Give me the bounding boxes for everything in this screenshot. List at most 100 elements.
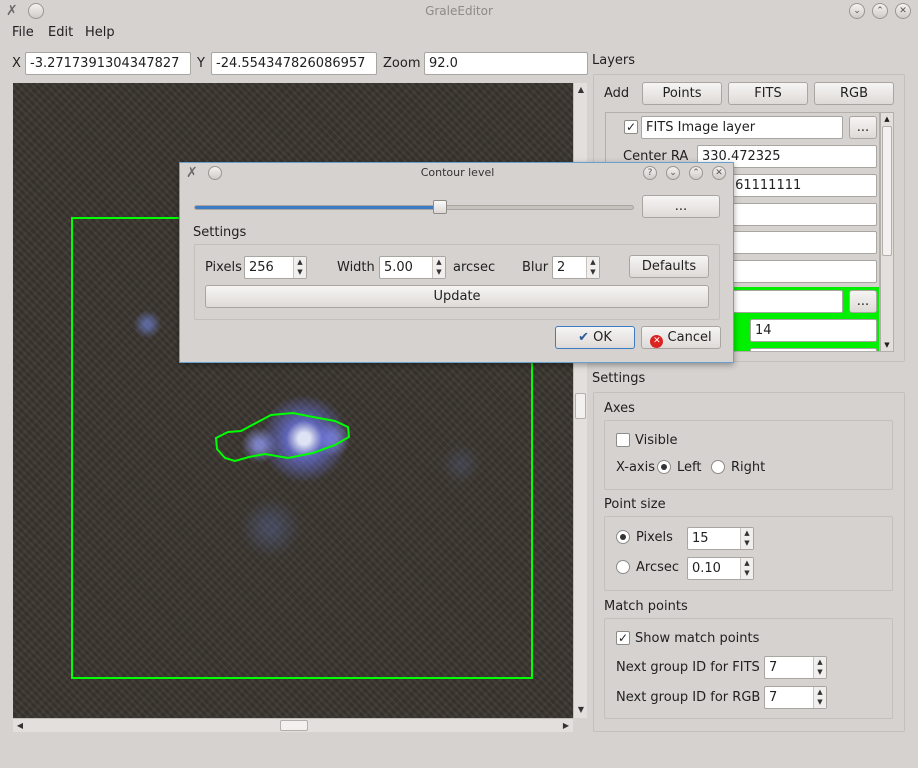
dialog-blur-spinbox[interactable]: 2 ▲ ▼ xyxy=(552,256,600,279)
match-points-title: Match points xyxy=(604,599,688,614)
show-match-points-label: Show match points xyxy=(635,631,760,646)
dialog-ok-label: OK xyxy=(593,330,612,345)
close-button[interactable]: ✕ xyxy=(895,3,911,19)
pointsize-pixels-spinbox[interactable]: 15 ▲ ▼ xyxy=(687,527,754,550)
spin-arrows-icon[interactable]: ▲ ▼ xyxy=(586,257,599,278)
fits-layer-more-button[interactable]: ... xyxy=(849,116,877,139)
settings-panel xyxy=(593,392,905,732)
pointsize-arcsec-radio[interactable] xyxy=(616,560,630,574)
next-fits-id-label: Next group ID for FITS xyxy=(616,660,760,675)
dialog-help-button[interactable]: ? xyxy=(643,166,657,180)
scroll-down-arrow[interactable]: ▼ xyxy=(577,705,585,714)
add-rgb-button[interactable]: RGB xyxy=(814,82,894,105)
next-rgb-id-spinbox[interactable]: 7 ▲ ▼ xyxy=(764,686,827,709)
dialog-menu-button[interactable] xyxy=(208,166,222,180)
menu-edit[interactable]: Edit xyxy=(48,25,74,40)
pointsize-arcsec-label: Arcsec xyxy=(636,560,680,575)
x-label: X xyxy=(12,56,21,71)
dialog-minimize-button[interactable]: ⌄ xyxy=(666,166,680,180)
xaxis-left-radio[interactable] xyxy=(657,460,671,474)
fits-layer-checkbox[interactable]: ✓ xyxy=(624,120,638,134)
add-label: Add xyxy=(604,86,630,101)
zoom-label: Zoom xyxy=(383,56,421,71)
window-title: GraleEditor xyxy=(425,4,493,18)
pointsize-pixels-value: 15 xyxy=(692,531,709,546)
next-fits-id-spinbox[interactable]: 7 ▲ ▼ xyxy=(764,656,827,679)
spin-arrows-icon[interactable]: ▲ ▼ xyxy=(293,257,306,278)
dialog-pixels-label: Pixels xyxy=(205,260,242,275)
points-layer-more-button[interactable]: ... xyxy=(849,290,877,313)
scroll-right-arrow[interactable]: ▶ xyxy=(562,721,570,730)
menu-file[interactable]: File xyxy=(12,25,34,40)
scroll-left-arrow[interactable]: ◀ xyxy=(16,721,24,730)
spin-arrows-icon[interactable]: ▲ ▼ xyxy=(432,257,445,278)
zoom-input[interactable]: 92.0 xyxy=(424,52,588,75)
xaxis-right-radio[interactable] xyxy=(711,460,725,474)
points-layer-value-2[interactable] xyxy=(750,348,877,351)
dialog-width-value: 5.00 xyxy=(384,260,413,275)
show-match-points-checkbox[interactable]: ✓ xyxy=(616,631,630,645)
dialog-width-spinbox[interactable]: 5.00 ▲ ▼ xyxy=(379,256,446,279)
maximize-button[interactable]: ⌃ xyxy=(872,3,888,19)
dialog-width-unit: arcsec xyxy=(453,260,496,275)
axes-visible-checkbox[interactable] xyxy=(616,433,630,447)
y-input[interactable]: -24.554347826086957 xyxy=(211,52,377,75)
layers-vscroll[interactable]: ▲ ▼ xyxy=(880,112,894,352)
settings-title: Settings xyxy=(592,371,646,386)
scroll-up-arrow[interactable]: ▲ xyxy=(577,85,585,94)
contour-slider-track[interactable] xyxy=(194,205,634,210)
dialog-close-button[interactable]: ✕ xyxy=(712,166,726,180)
spin-arrows-icon[interactable]: ▲ ▼ xyxy=(813,687,826,708)
pointsize-arcsec-value: 0.10 xyxy=(692,561,721,576)
point-size-group xyxy=(604,516,893,591)
y-label: Y xyxy=(197,56,205,71)
add-points-button[interactable]: Points xyxy=(642,82,722,105)
window-menu-button[interactable] xyxy=(28,3,44,19)
cancel-icon: ✕ xyxy=(650,335,664,348)
pointsize-pixels-radio[interactable] xyxy=(616,530,630,544)
axes-visible-label: Visible xyxy=(635,433,678,448)
layers-scroll-handle[interactable] xyxy=(882,126,892,256)
dialog-app-icon: ✗ xyxy=(186,165,198,181)
dialog-ok-button[interactable]: ✔ OK xyxy=(555,326,635,349)
layers-title: Layers xyxy=(592,53,636,68)
layers-list[interactable]: ✓ FITS Image layer ... Center RA 330.472… xyxy=(605,112,880,352)
next-rgb-id-label: Next group ID for RGB xyxy=(616,690,761,705)
dialog-cancel-button[interactable]: ✕ Cancel xyxy=(641,326,721,349)
layers-scroll-up-arrow[interactable]: ▲ xyxy=(884,115,890,123)
xaxis-right-label: Right xyxy=(731,460,766,475)
hscroll-handle[interactable] xyxy=(280,720,308,731)
center-ra-input[interactable]: 330.472325 xyxy=(697,145,877,168)
spin-arrows-icon[interactable]: ▲ ▼ xyxy=(813,657,826,678)
points-layer-value[interactable]: 14 xyxy=(750,319,877,342)
pointsize-arcsec-spinbox[interactable]: 0.10 ▲ ▼ xyxy=(687,557,754,580)
dialog-settings-label: Settings xyxy=(193,225,247,240)
fits-layer-name[interactable]: FITS Image layer xyxy=(641,116,843,139)
spin-arrows-icon[interactable]: ▲ ▼ xyxy=(740,528,753,549)
axes-title: Axes xyxy=(604,401,635,416)
center-ra-label: Center RA xyxy=(623,149,689,164)
next-fits-id-value: 7 xyxy=(769,660,778,675)
layers-scroll-down-arrow[interactable]: ▼ xyxy=(884,341,890,349)
point-size-title: Point size xyxy=(604,497,666,512)
minimize-button[interactable]: ⌄ xyxy=(849,3,865,19)
add-fits-button[interactable]: FITS xyxy=(728,82,808,105)
ok-check-icon: ✔ xyxy=(578,330,589,345)
dialog-more-button[interactable]: ... xyxy=(642,195,720,218)
dialog-update-button[interactable]: Update xyxy=(205,285,709,308)
x-input[interactable]: -3.2717391304347827 xyxy=(25,52,191,75)
dialog-pixels-spinbox[interactable]: 256 ▲ ▼ xyxy=(244,256,307,279)
menu-help[interactable]: Help xyxy=(85,25,115,40)
contour-slider-fill xyxy=(195,206,441,209)
contour-outline xyxy=(214,411,351,463)
canvas-hscroll[interactable]: ◀ ▶ xyxy=(13,718,573,732)
dialog-defaults-button[interactable]: Defaults xyxy=(629,255,709,278)
dialog-blur-value: 2 xyxy=(557,260,566,275)
vscroll-handle[interactable] xyxy=(575,393,586,419)
spin-arrows-icon[interactable]: ▲ ▼ xyxy=(740,558,753,579)
contour-slider-handle[interactable] xyxy=(433,200,447,214)
dialog-maximize-button[interactable]: ⌃ xyxy=(689,166,703,180)
app-icon: ✗ xyxy=(6,3,18,19)
pointsize-pixels-label: Pixels xyxy=(636,530,673,545)
next-rgb-id-value: 7 xyxy=(769,690,778,705)
